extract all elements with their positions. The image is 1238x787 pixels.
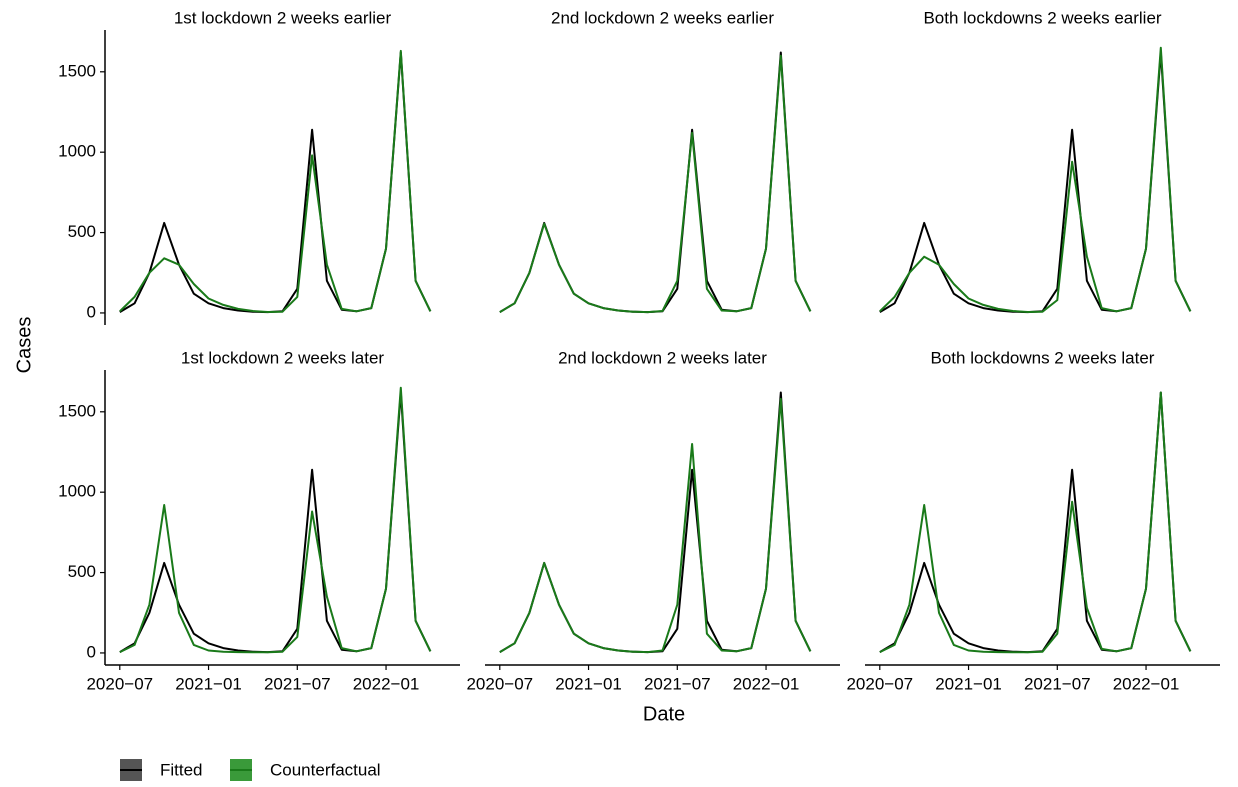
line-counterfactual [499,397,812,654]
line-counterfactual [879,391,1192,654]
line-fitted [119,51,432,314]
x-tick-label: 2020−07 [846,674,913,693]
y-tick-label: 1500 [58,401,96,420]
x-axis-title: Date [643,703,685,725]
line-counterfactual [119,49,432,313]
line-fitted [499,391,812,654]
y-tick-label: 500 [68,562,96,581]
line-fitted [499,51,812,314]
x-tick-label: 2021−07 [644,674,711,693]
x-tick-label: 2020−07 [466,674,533,693]
y-axis-title: Cases [13,317,35,374]
x-tick-label: 2021−07 [264,674,331,693]
x-tick-label: 2022−01 [353,674,420,693]
panel-title: 1st lockdown 2 weeks earlier [174,8,392,27]
y-tick-label: 1500 [58,61,96,80]
x-tick-label: 2021−01 [175,674,242,693]
line-counterfactual [879,46,1192,313]
x-tick-label: 2021−01 [935,674,1002,693]
x-tick-label: 2021−07 [1024,674,1091,693]
legend-label: Counterfactual [270,760,381,779]
y-tick-label: 1000 [58,142,96,161]
line-counterfactual [119,386,432,654]
panel-title: Both lockdowns 2 weeks later [931,348,1155,367]
y-tick-label: 500 [68,222,96,241]
panel-title: 1st lockdown 2 weeks later [181,348,384,367]
y-tick-label: 1000 [58,482,96,501]
panel-title: 2nd lockdown 2 weeks earlier [551,8,774,27]
line-fitted [879,51,1192,314]
y-tick-label: 0 [87,642,96,661]
panel-title: Both lockdowns 2 weeks earlier [923,8,1161,27]
x-tick-label: 2021−01 [555,674,622,693]
line-counterfactual [499,54,812,314]
panel-title: 2nd lockdown 2 weeks later [558,348,767,367]
x-tick-label: 2020−07 [86,674,153,693]
legend-label: Fitted [160,760,203,779]
y-tick-label: 0 [87,302,96,321]
x-tick-label: 2022−01 [1113,674,1180,693]
x-tick-label: 2022−01 [733,674,800,693]
